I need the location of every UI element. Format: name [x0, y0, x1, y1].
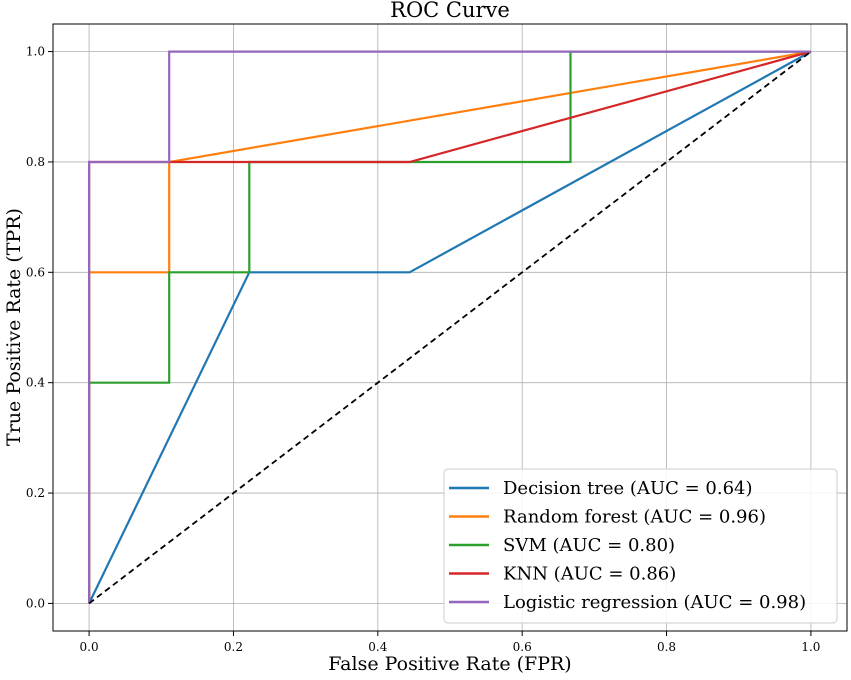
y-axis: 0.0 0.2 0.4 0.6 0.8 1.0 [26, 45, 53, 610]
y-tick-label-0: 0.0 [26, 596, 45, 610]
y-tick-label-4: 0.8 [26, 155, 45, 169]
legend-label-2: SVM (AUC = 0.80) [503, 535, 675, 556]
x-axis: 0.0 0.2 0.4 0.6 0.8 1.0 [80, 631, 820, 654]
x-tick-label-2: 0.4 [368, 640, 387, 654]
diagonal-reference-line [88, 50, 812, 605]
chart-title: ROC Curve [390, 0, 510, 22]
plot-area [87, 50, 812, 605]
series-line-0 [88, 50, 812, 604]
y-tick-label-2: 0.4 [26, 376, 45, 390]
x-tick-label-3: 0.6 [513, 640, 532, 654]
y-axis-label: True Positive Rate (TPR) [3, 208, 25, 446]
y-tick-label-5: 1.0 [26, 45, 45, 59]
legend-label-0: Decision tree (AUC = 0.64) [503, 478, 753, 499]
x-tick-label-4: 0.8 [657, 640, 676, 654]
legend-label-4: Logistic regression (AUC = 0.98) [503, 592, 806, 613]
series-line-4 [87, 50, 811, 604]
x-tick-label-0: 0.0 [80, 640, 99, 654]
y-tick-label-3: 0.6 [26, 265, 45, 279]
x-tick-label-5: 1.0 [801, 640, 820, 654]
legend-box [443, 468, 838, 624]
plot-frame [52, 23, 848, 632]
legend-label-1: Random forest (AUC = 0.96) [503, 507, 766, 528]
x-tick-label-1: 0.2 [224, 640, 243, 654]
x-axis-label: False Positive Rate (FPR) [328, 653, 571, 675]
legend-label-3: KNN (AUC = 0.86) [503, 564, 676, 585]
legend: Decision tree (AUC = 0.64) Random forest … [443, 468, 838, 624]
series-line-2 [87, 50, 811, 604]
y-tick-label-1: 0.2 [26, 486, 45, 500]
